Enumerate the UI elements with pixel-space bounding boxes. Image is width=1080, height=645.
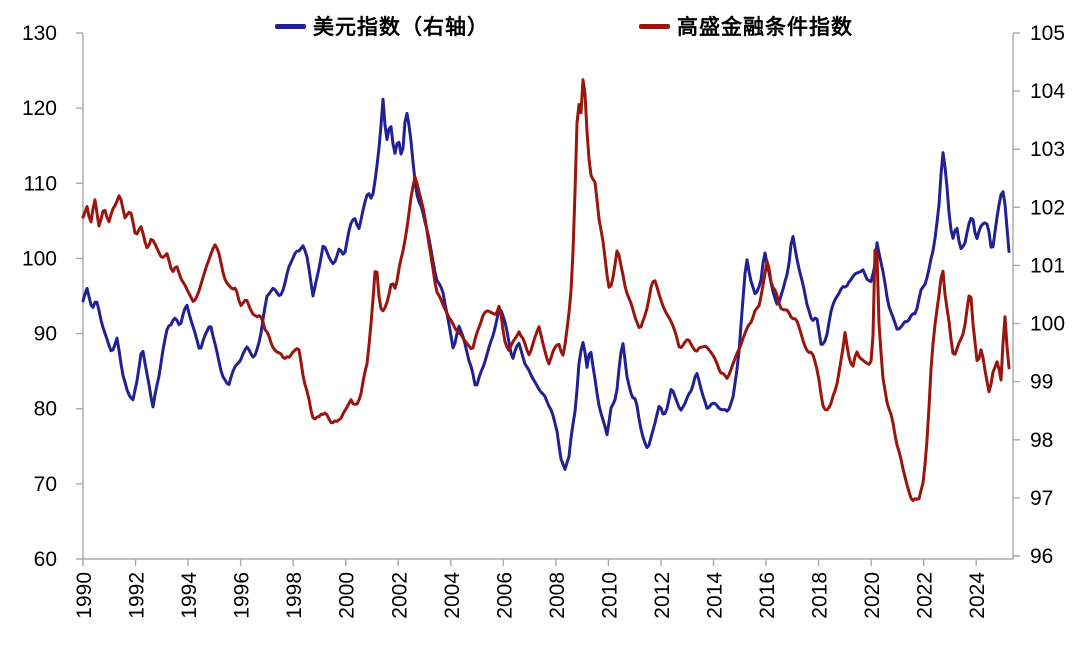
usd-index-legend-label: 美元指数（右轴） xyxy=(313,16,489,39)
y-axis-right-tick-label: 98 xyxy=(1030,429,1053,452)
x-axis-tick-label: 1994 xyxy=(178,572,201,619)
x-axis-tick-label: 2020 xyxy=(861,572,884,619)
x-axis-tick-label: 2006 xyxy=(493,572,516,619)
y-axis-left-tick-label: 130 xyxy=(22,22,57,45)
legend-item-usd-index: 美元指数（右轴） xyxy=(275,11,489,41)
y-axis-left-tick-label: 60 xyxy=(34,548,57,571)
x-axis-tick-label: 2022 xyxy=(914,572,937,619)
y-axis-right-tick-label: 100 xyxy=(1030,313,1065,336)
y-axis-right-tick-label: 96 xyxy=(1030,545,1053,568)
x-axis-tick-label: 2018 xyxy=(809,572,832,619)
x-axis-tick-label: 2012 xyxy=(651,572,674,619)
gs-fci-line xyxy=(81,78,1011,503)
usd-index-line xyxy=(81,97,1011,471)
x-axis-tick-label: 1992 xyxy=(126,572,149,619)
x-axis-tick-label: 2014 xyxy=(704,572,727,619)
legend: 美元指数（右轴） 高盛金融条件指数 xyxy=(0,11,1080,41)
y-axis-left-tick-label: 70 xyxy=(34,473,57,496)
axis-ticks xyxy=(76,32,1020,566)
x-axis-tick-label: 1996 xyxy=(231,572,254,619)
x-axis-tick-label: 2004 xyxy=(441,572,464,619)
y-axis-left-tick-label: 120 xyxy=(22,97,57,120)
y-axis-left-tick-label: 110 xyxy=(24,172,57,195)
y-axis-left-tick-label: 80 xyxy=(34,398,57,421)
gs-fci-legend-label: 高盛金融条件指数 xyxy=(677,16,853,39)
x-axis-tick-label: 2002 xyxy=(388,572,411,619)
y-axis-right-tick-label: 101 xyxy=(1030,254,1065,277)
x-axis-tick-label: 2008 xyxy=(546,572,569,619)
x-axis-tick-label: 2000 xyxy=(336,572,359,619)
x-axis-tick-label: 1998 xyxy=(283,572,306,619)
y-axis-right-tick-label: 99 xyxy=(1030,371,1053,394)
x-axis-tick-label: 1990 xyxy=(73,572,96,619)
y-axis-right-tick-label: 102 xyxy=(1030,196,1065,219)
y-axis-right-tick-label: 104 xyxy=(1030,80,1065,103)
x-axis-tick-label: 2024 xyxy=(966,572,989,619)
legend-item-gs-fci: 高盛金融条件指数 xyxy=(639,11,853,41)
y-axis-left-tick-label: 90 xyxy=(34,323,57,346)
x-axis-tick-label: 2016 xyxy=(756,572,779,619)
y-axis-left-tick-label: 100 xyxy=(22,247,57,270)
y-axis-right-tick-label: 97 xyxy=(1030,487,1053,510)
y-axis-right-tick-label: 105 xyxy=(1030,22,1065,45)
gs-fci-line-swatch xyxy=(639,23,670,29)
usd-index-line-swatch xyxy=(275,23,306,29)
y-axis-right-tick-label: 103 xyxy=(1030,138,1065,161)
x-axis-tick-label: 2010 xyxy=(598,572,621,619)
